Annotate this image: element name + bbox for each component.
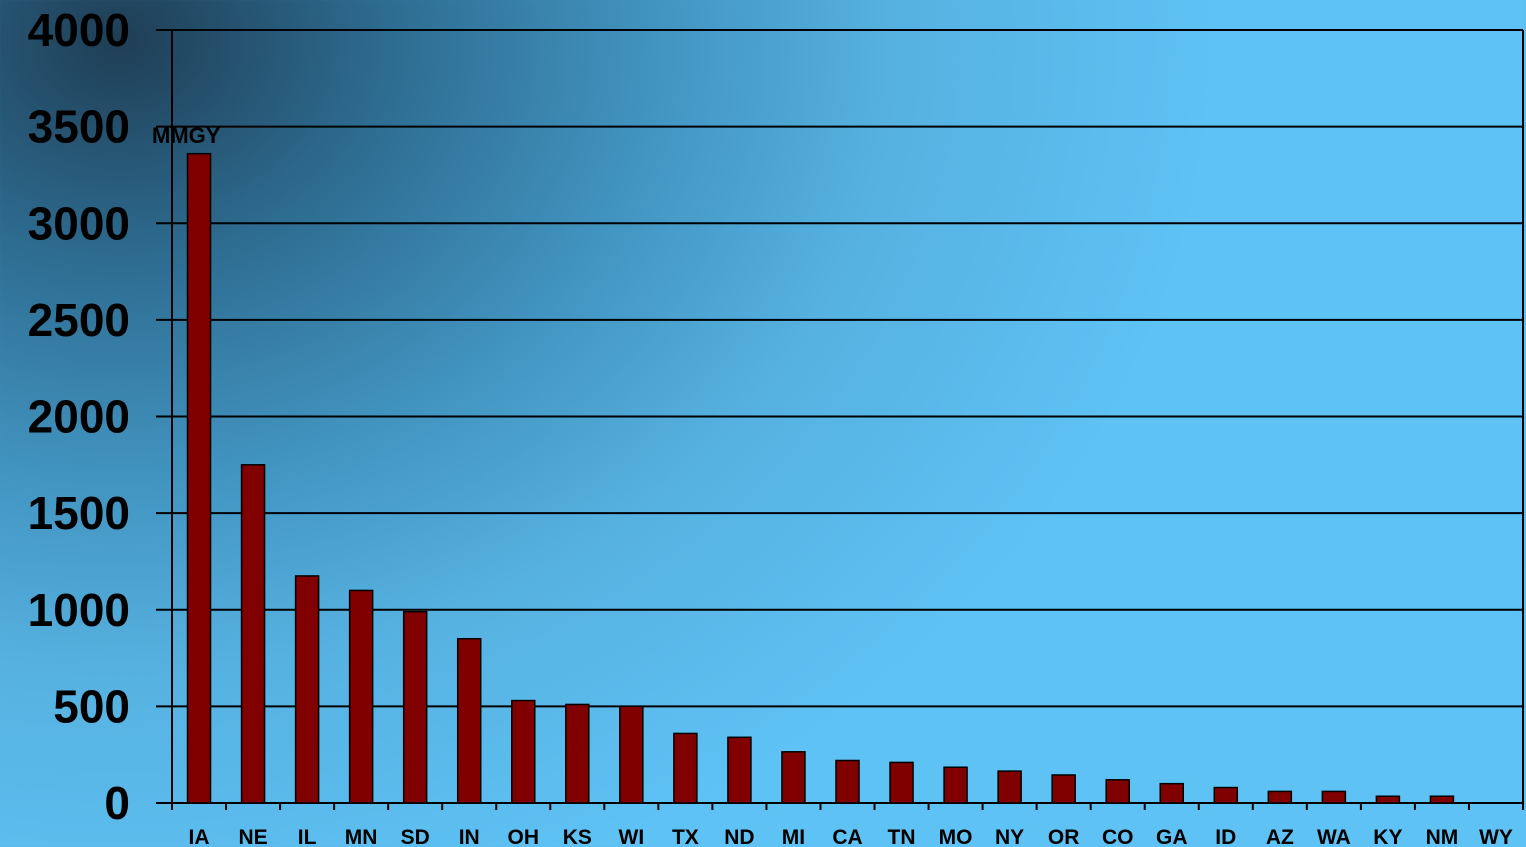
x-tick-label: IN xyxy=(459,826,480,847)
y-tick-label: 3000 xyxy=(28,197,130,249)
x-tick-label: GA xyxy=(1156,826,1188,847)
y-tick-label: 1000 xyxy=(28,584,130,636)
y-tick-label: 4000 xyxy=(28,4,130,56)
bar-mi xyxy=(781,751,806,804)
label-layer: 0 500 1000 1500 2000 2500 3000 3500 4000 IA NE IL MN… xyxy=(28,4,1513,847)
grid-layer xyxy=(156,29,1523,804)
bar-oh xyxy=(511,699,536,804)
bar-ga xyxy=(1159,782,1184,804)
bar-sd xyxy=(402,610,428,804)
x-tick-label: TN xyxy=(888,826,916,847)
x-tick-label: SD xyxy=(401,826,430,847)
axis-layer xyxy=(171,30,1524,810)
x-tick-label: ID xyxy=(1215,826,1236,847)
x-tick-label: IA xyxy=(189,826,210,847)
bar-nd xyxy=(727,736,752,804)
bar-layer xyxy=(186,152,1455,804)
x-tick-label: NE xyxy=(238,826,267,847)
bar-ny xyxy=(997,770,1022,804)
bar-ne xyxy=(240,464,266,804)
x-tick-label: NM xyxy=(1426,826,1459,847)
y-tick-label: 2000 xyxy=(28,391,130,443)
y-tick-label: 0 xyxy=(104,777,130,829)
x-tick-label: WI xyxy=(619,826,645,847)
bar-id xyxy=(1213,786,1239,804)
bar-wa xyxy=(1321,790,1347,804)
bar-ks xyxy=(565,703,590,804)
bar-wi xyxy=(619,705,644,804)
x-tick-label: AZ xyxy=(1266,826,1294,847)
y-tick-label: 1500 xyxy=(28,487,130,539)
x-tick-label: WY xyxy=(1479,826,1513,847)
x-tick-label: IL xyxy=(298,826,317,847)
x-tick-label: MN xyxy=(345,826,378,847)
bar-tx xyxy=(673,732,698,804)
bar-ia xyxy=(186,152,212,804)
bar-ca xyxy=(835,759,860,804)
x-tick-label: KS xyxy=(563,826,592,847)
bar-ky xyxy=(1375,795,1401,804)
x-tick-label: CO xyxy=(1102,826,1134,847)
bar-il xyxy=(294,575,320,804)
x-tick-label: NY xyxy=(995,826,1024,847)
x-tick-label: OR xyxy=(1048,826,1080,847)
x-tick-label: KY xyxy=(1373,826,1402,847)
y-tick-label: 500 xyxy=(53,680,130,732)
bar-co xyxy=(1105,779,1130,804)
x-tick-label: ND xyxy=(724,826,754,847)
bar-az xyxy=(1267,790,1293,804)
bar-or xyxy=(1051,774,1076,804)
x-tick-label: MO xyxy=(939,826,973,847)
unit-label: MMGY xyxy=(152,123,221,148)
x-tick-label: WA xyxy=(1317,826,1351,847)
y-tick-label: 2500 xyxy=(28,294,130,346)
x-tick-label: CA xyxy=(832,826,862,847)
y-tick-label: 3500 xyxy=(28,101,130,153)
bar-nm xyxy=(1429,795,1455,804)
bar-mo xyxy=(943,766,968,804)
x-tick-label: TX xyxy=(672,826,699,847)
x-tick-label: MI xyxy=(782,826,805,847)
bar-tn xyxy=(889,761,914,804)
x-tick-label: OH xyxy=(508,826,540,847)
bar-in xyxy=(456,637,482,804)
bar-mn xyxy=(348,589,374,804)
